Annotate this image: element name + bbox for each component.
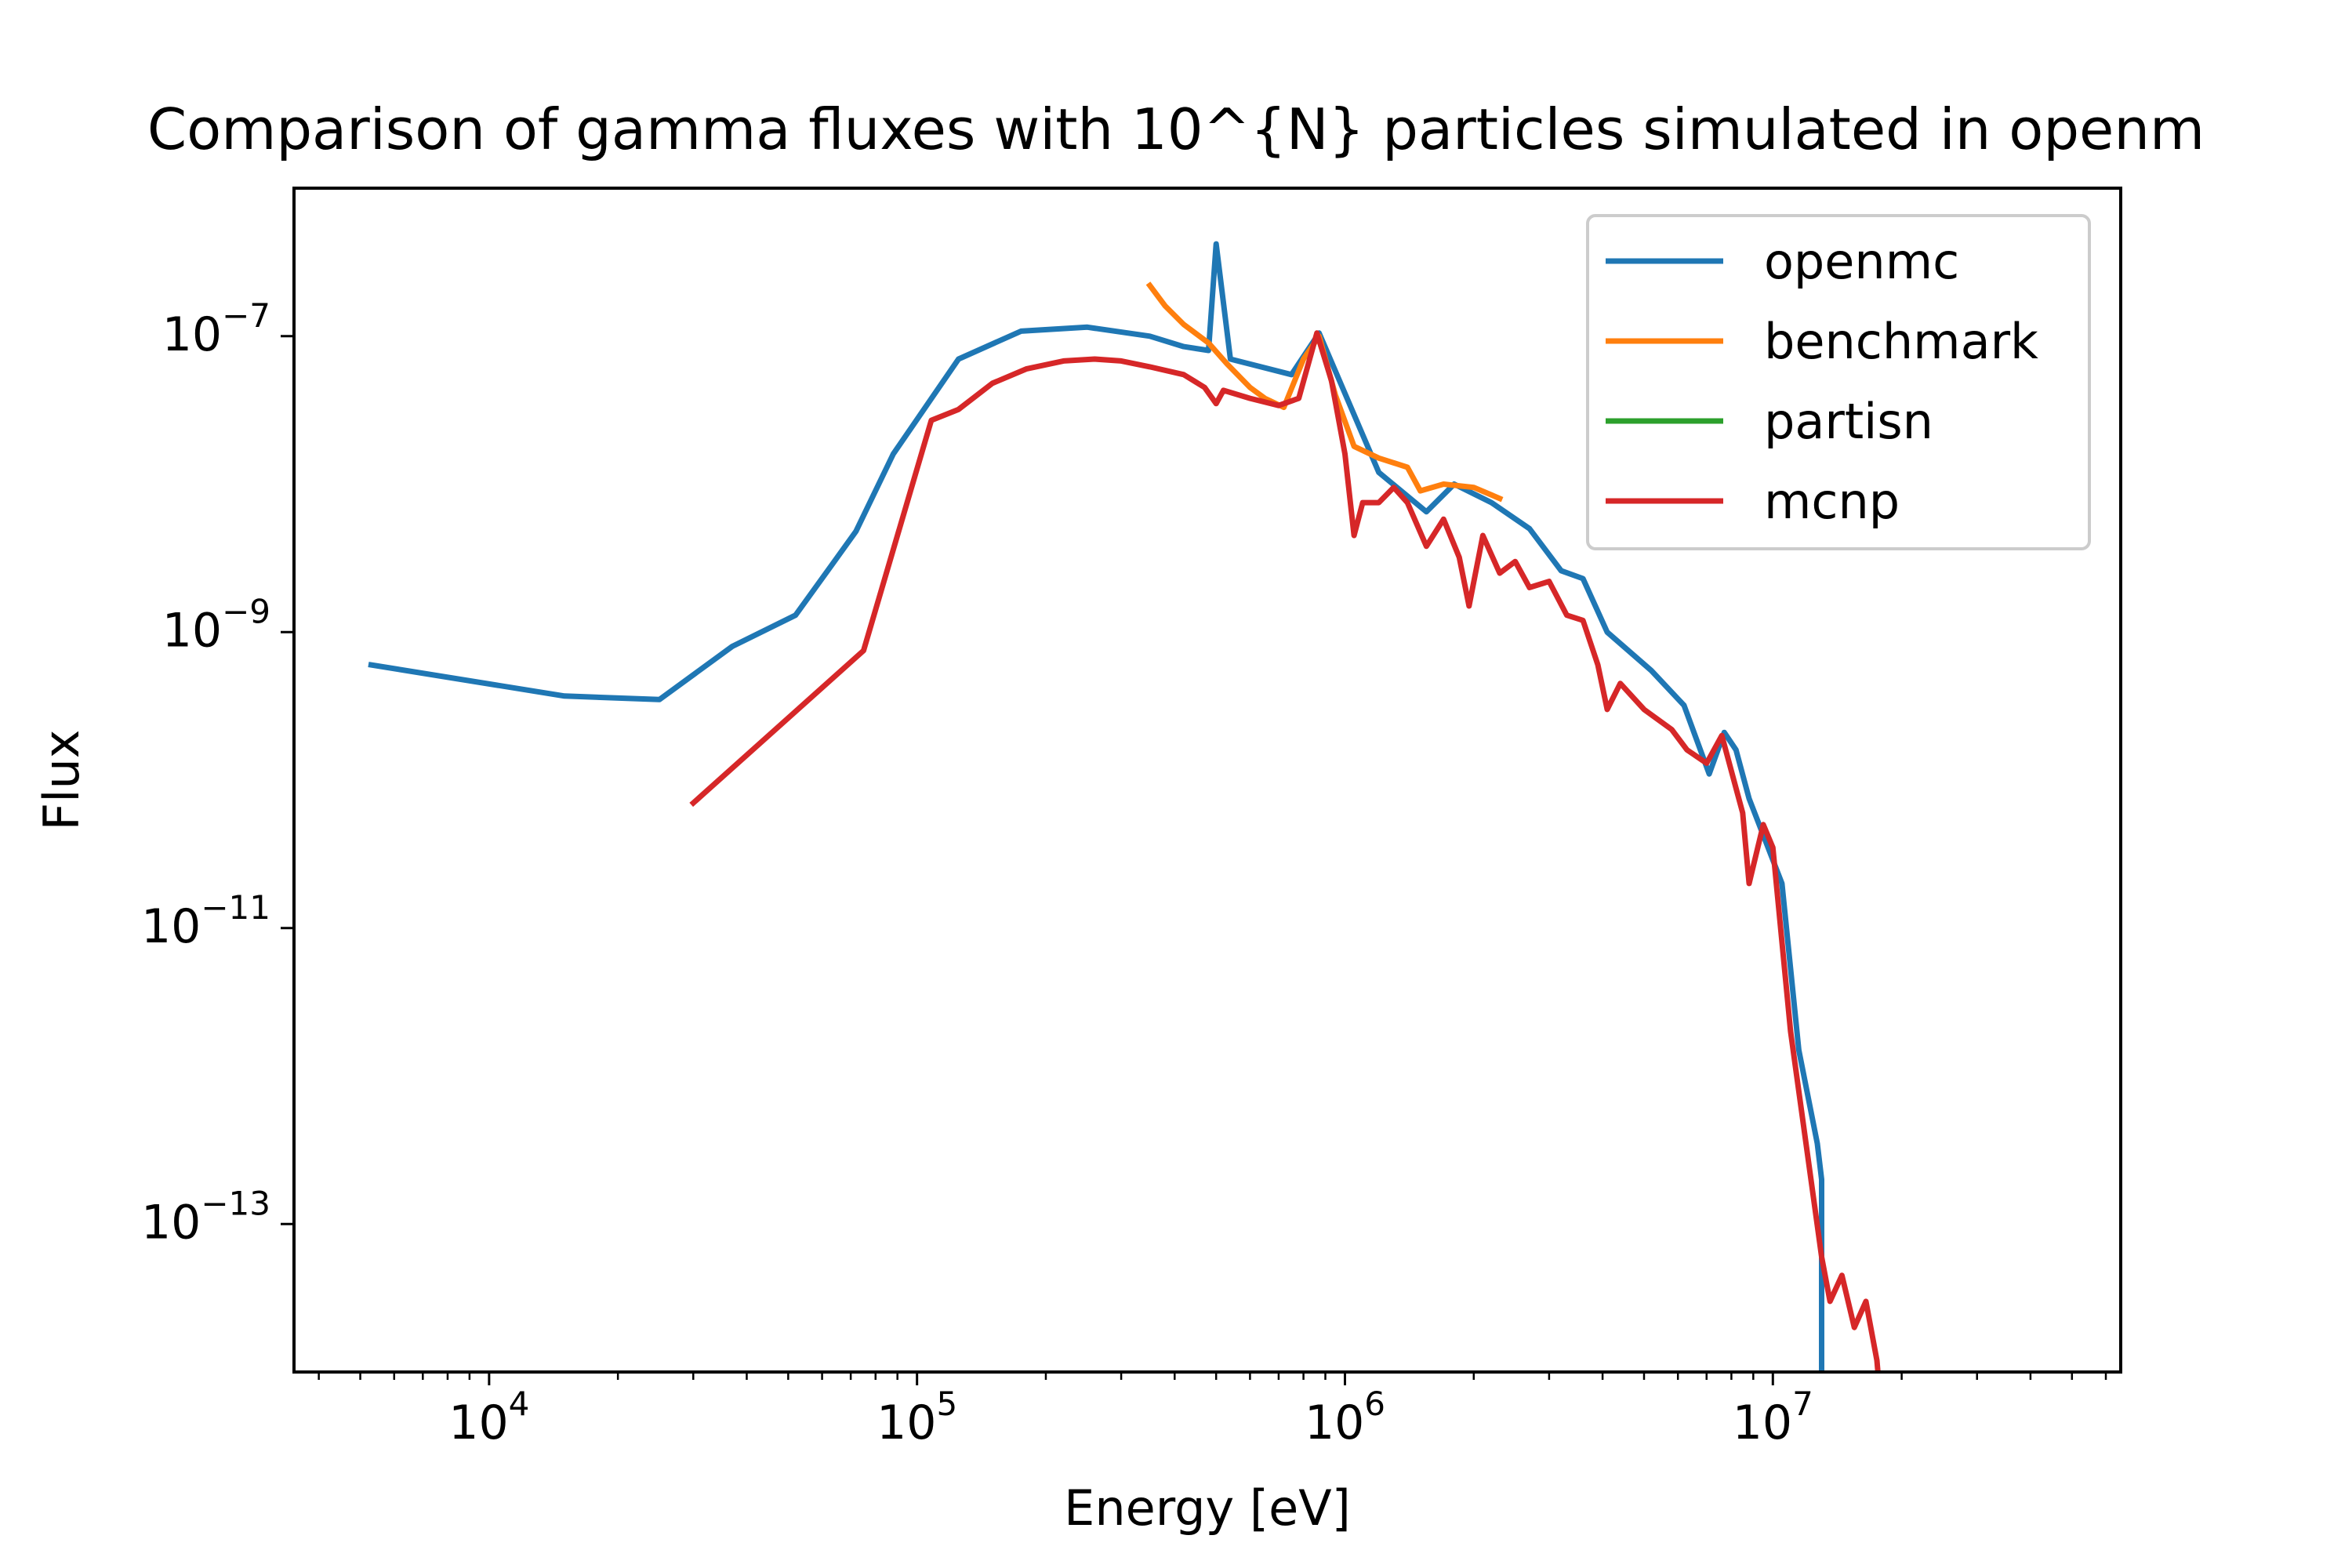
legend-box: [1586, 214, 2091, 550]
x-tick-label: 104: [448, 1385, 529, 1450]
x-tick-label: 107: [1733, 1385, 1813, 1450]
chart-title: Comparison of gamma fluxes with 10^{N} p…: [147, 96, 2205, 162]
series-line-benchmark: [1145, 281, 1504, 503]
series-line-openmc: [368, 241, 1824, 1372]
x-tick-label: 106: [1305, 1385, 1385, 1450]
y-tick-label: 10−9: [162, 592, 270, 658]
plot-frame: [292, 187, 2122, 1374]
y-tick-label: 10−7: [162, 296, 270, 362]
y-tick-label: 10−13: [141, 1184, 270, 1250]
legend-label-mcnp: mcnp: [1764, 473, 1900, 530]
series-line-mcnp: [689, 330, 1881, 1372]
legend-label-partisn: partisn: [1764, 393, 1933, 450]
y-axis-label: Flux: [33, 730, 90, 831]
x-tick-label: 105: [877, 1385, 957, 1450]
y-tick-label: 10−11: [141, 888, 270, 954]
legend-label-openmc: openmc: [1764, 233, 1959, 290]
x-axis-label: Energy [eV]: [1064, 1479, 1351, 1537]
legend-label-benchmark: benchmark: [1764, 313, 2038, 370]
